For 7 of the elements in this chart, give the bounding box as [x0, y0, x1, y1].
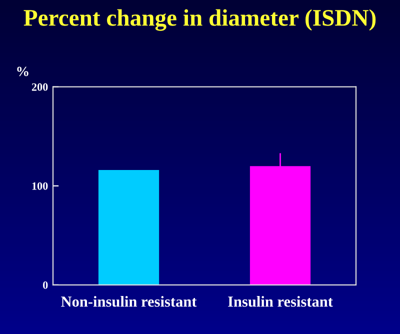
y-tick-label: 100: [32, 182, 48, 190]
chart-title: Percent change in diameter (ISDN): [24, 9, 376, 31]
y-tick-label: 200: [32, 83, 48, 91]
x-tick-label: Insulin resistant: [228, 296, 333, 307]
y-tick-label: 0: [43, 281, 48, 289]
x-tick-label: Non-insulin resistant: [61, 296, 197, 307]
y-axis-title: %: [17, 66, 28, 76]
